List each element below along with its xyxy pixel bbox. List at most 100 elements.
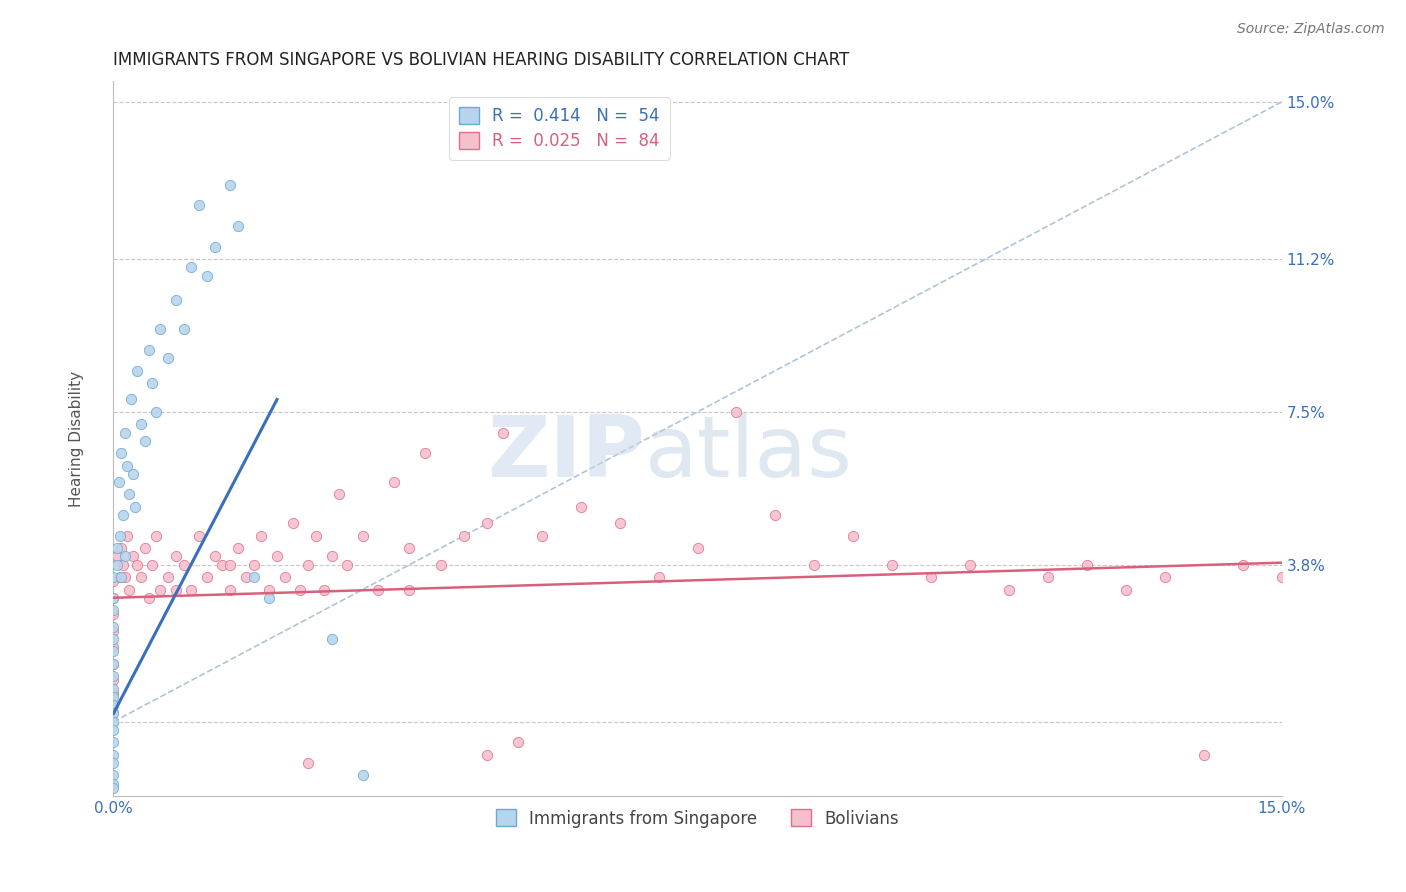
Point (920, 570, 942, 584)
Point (103, 681, 125, 696)
Point (110, 570, 132, 584)
Point (352, 768, 374, 782)
Point (1192, 747, 1215, 762)
Point (336, 558, 359, 572)
Point (1153, 570, 1175, 584)
Point (477, 747, 499, 762)
Point (103, 714, 125, 729)
Point (156, 570, 179, 584)
Point (165, 293, 187, 308)
Point (959, 558, 981, 572)
Point (103, 657, 125, 671)
Point (156, 351, 179, 366)
Point (173, 558, 195, 572)
Point (108, 475, 131, 489)
Point (103, 698, 125, 713)
Point (111, 508, 134, 523)
Point (250, 529, 273, 543)
Point (125, 363, 148, 377)
Point (266, 549, 288, 564)
Point (103, 657, 125, 671)
Point (103, 673, 125, 688)
Point (134, 541, 156, 556)
Point (120, 392, 142, 407)
Point (103, 574, 125, 589)
Point (647, 570, 669, 584)
Point (118, 487, 141, 501)
Point (105, 549, 128, 564)
Point (103, 768, 125, 782)
Point (122, 467, 145, 481)
Point (1076, 558, 1098, 572)
Point (530, 529, 553, 543)
Point (145, 529, 167, 543)
Point (274, 570, 297, 584)
Point (453, 529, 475, 543)
Text: Source: ZipAtlas.com: Source: ZipAtlas.com (1237, 22, 1385, 37)
Point (382, 475, 405, 489)
Point (103, 756, 125, 770)
Point (290, 582, 312, 597)
Text: ZIP: ZIP (488, 411, 645, 494)
Point (124, 500, 146, 514)
Point (180, 260, 202, 275)
Point (1270, 570, 1292, 584)
Point (103, 735, 125, 749)
Legend: Immigrants from Singapore, Bolivians: Immigrants from Singapore, Bolivians (489, 803, 905, 834)
Point (103, 669, 125, 683)
Point (103, 620, 125, 634)
Point (103, 632, 125, 646)
Point (103, 777, 125, 791)
Point (195, 570, 218, 584)
Point (305, 529, 328, 543)
Point (149, 582, 172, 597)
Point (569, 500, 592, 514)
Point (117, 458, 139, 473)
Text: IMMIGRANTS FROM SINGAPORE VS BOLIVIAN HEARING DISABILITY CORRELATION CHART: IMMIGRANTS FROM SINGAPORE VS BOLIVIAN HE… (114, 51, 849, 69)
Point (103, 607, 125, 622)
Point (998, 582, 1021, 597)
Point (105, 558, 128, 572)
Point (108, 529, 131, 543)
Point (141, 376, 163, 390)
Point (141, 558, 163, 572)
Point (129, 417, 152, 432)
Y-axis label: Hearing Disability: Hearing Disability (69, 371, 84, 507)
Point (103, 570, 125, 584)
Point (103, 624, 125, 638)
Point (281, 516, 304, 531)
Point (242, 558, 264, 572)
Point (257, 582, 280, 597)
Point (882, 558, 904, 572)
Point (1115, 582, 1137, 597)
Point (111, 558, 134, 572)
Point (398, 541, 420, 556)
Point (204, 549, 226, 564)
Point (686, 541, 709, 556)
Point (257, 591, 280, 605)
Point (110, 541, 132, 556)
Point (219, 558, 242, 572)
Point (105, 541, 128, 556)
Point (103, 723, 125, 737)
Point (103, 640, 125, 655)
Point (352, 529, 374, 543)
Point (173, 322, 195, 336)
Point (492, 425, 515, 440)
Point (103, 698, 125, 713)
Point (242, 570, 264, 584)
Point (103, 644, 125, 658)
Point (321, 632, 343, 646)
Point (165, 549, 187, 564)
Point (165, 582, 187, 597)
Point (103, 690, 125, 704)
Point (103, 591, 125, 605)
Point (118, 582, 141, 597)
Point (204, 239, 226, 253)
Point (842, 529, 865, 543)
Point (122, 549, 145, 564)
Point (219, 178, 242, 192)
Point (429, 558, 451, 572)
Point (226, 541, 249, 556)
Point (149, 322, 172, 336)
